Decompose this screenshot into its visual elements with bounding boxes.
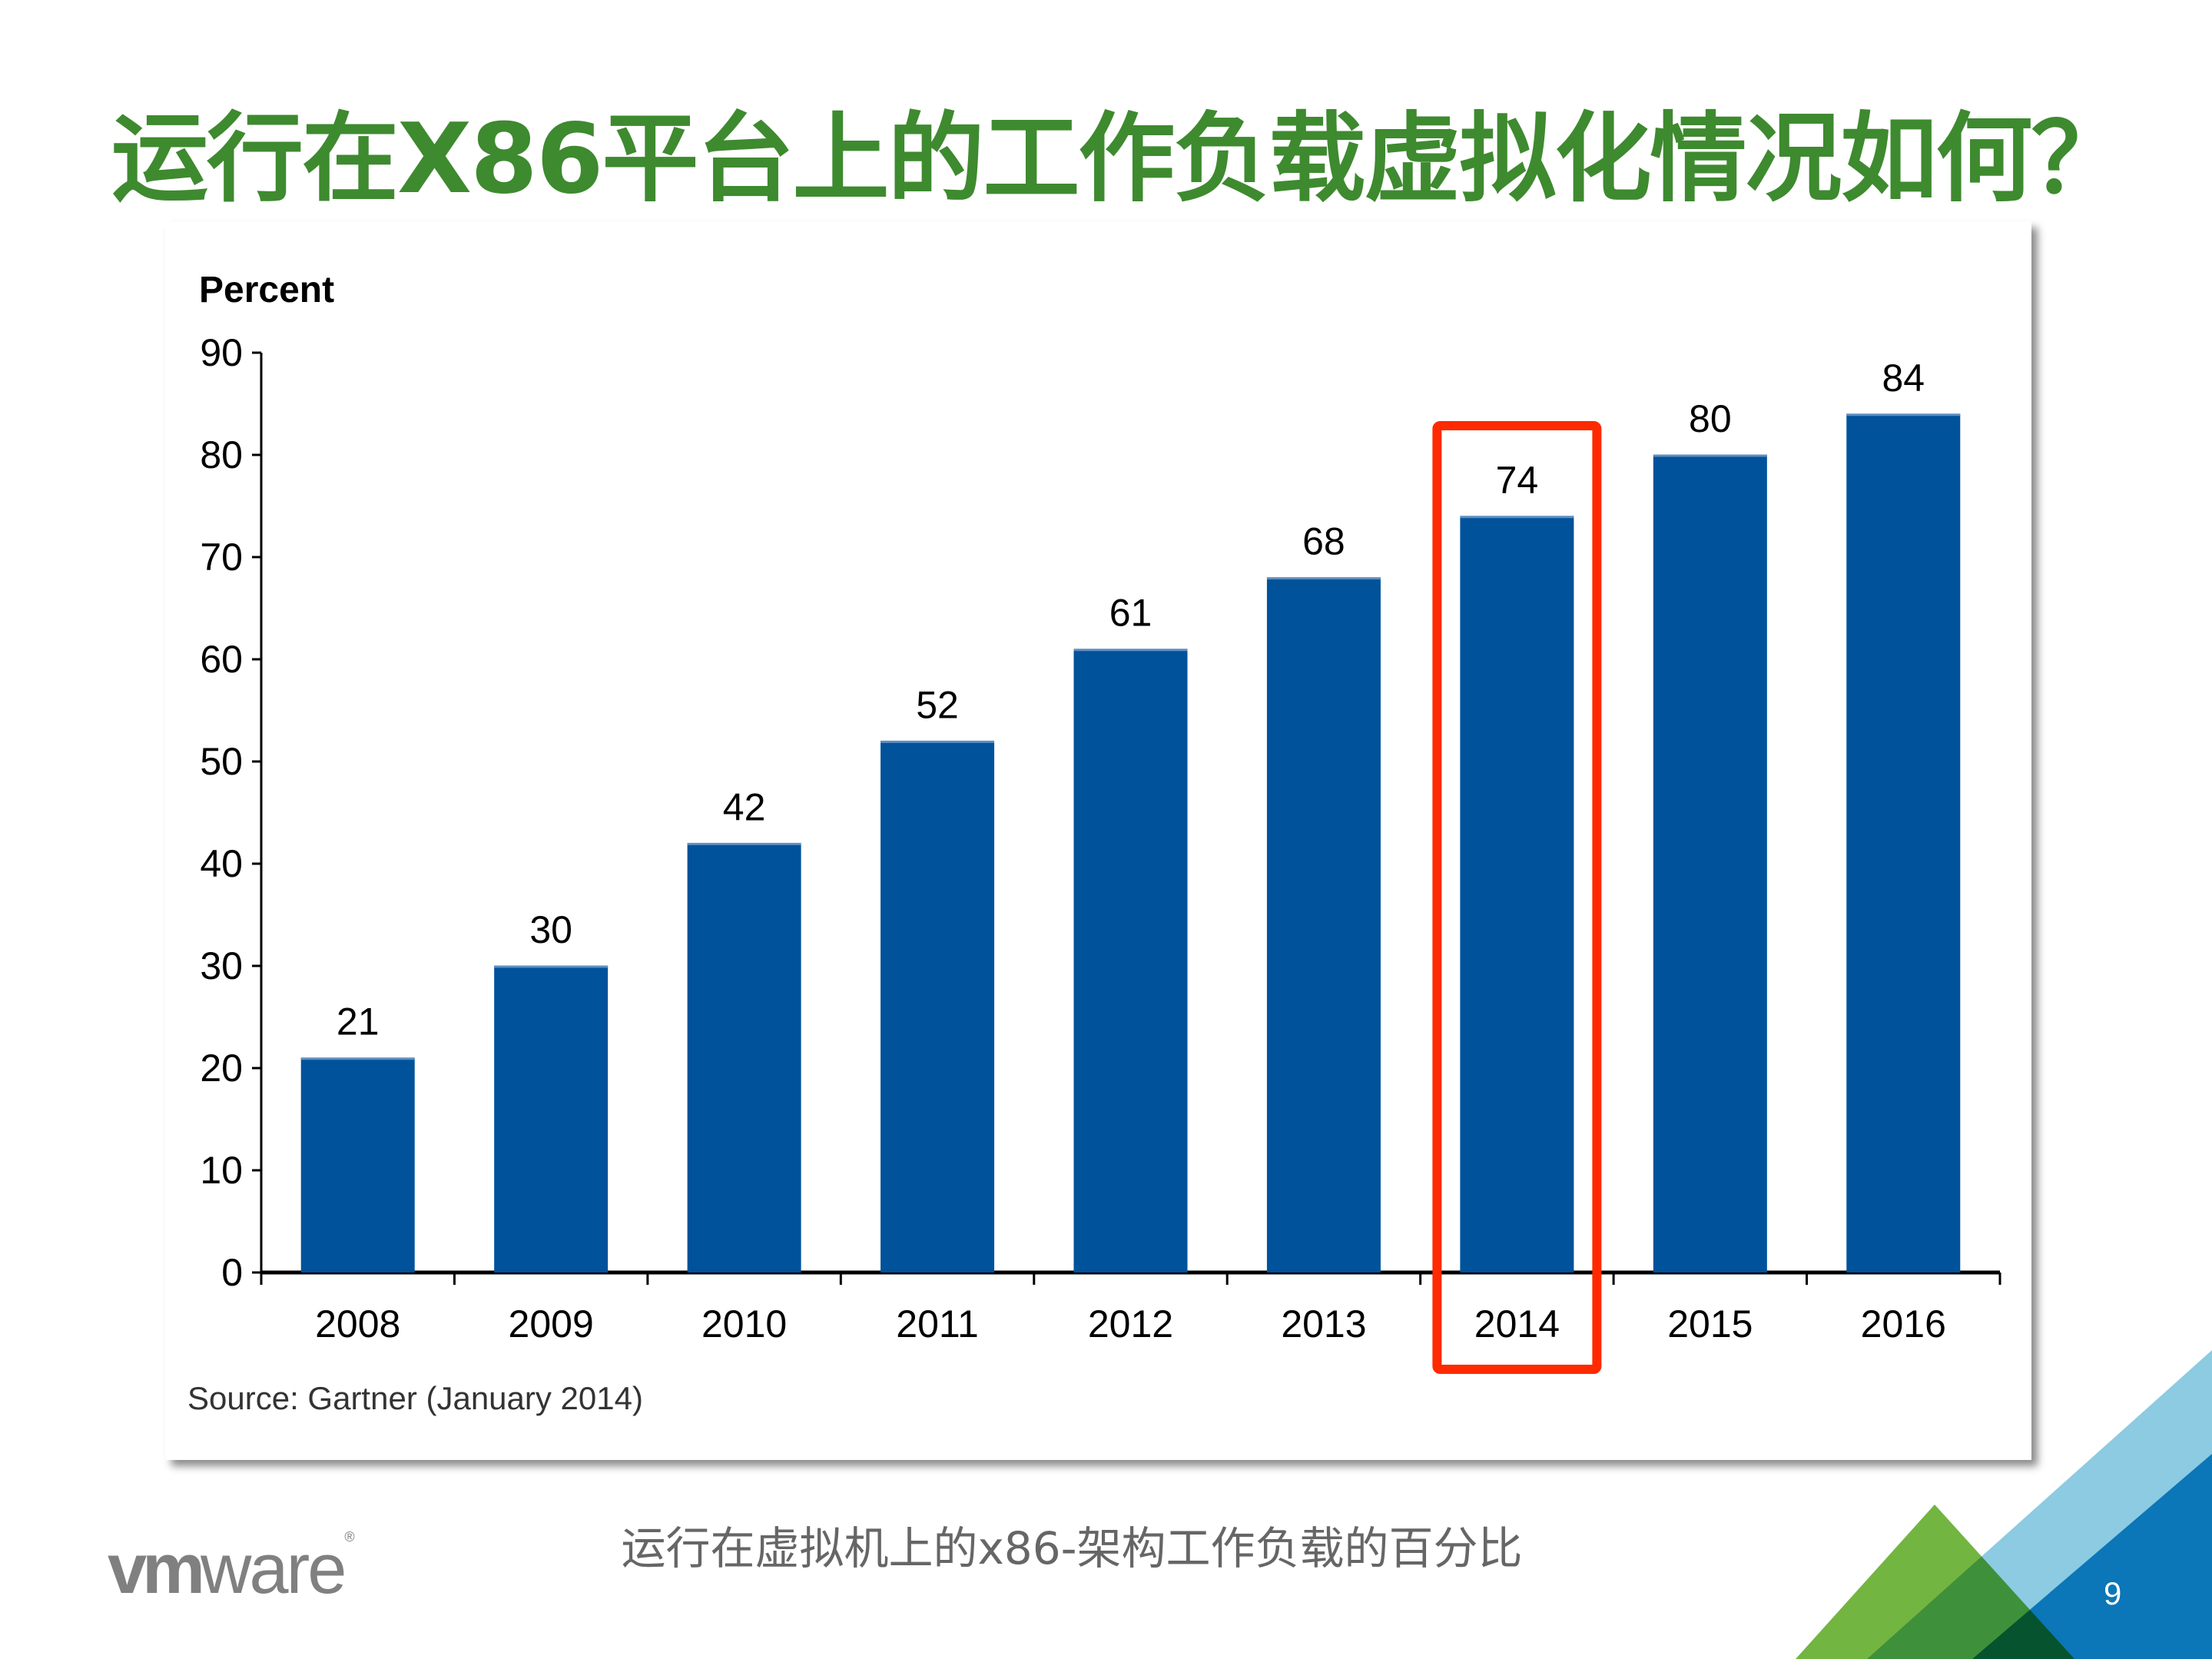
x-tick-label: 2011 [896, 1302, 979, 1345]
x-tick-label: 2013 [1281, 1302, 1366, 1345]
x-tick-label: 2008 [315, 1302, 400, 1345]
vmware-logo: vmware® [108, 1529, 355, 1608]
bar-2016 [1846, 413, 1961, 1272]
y-tick-label: 0 [221, 1251, 243, 1294]
y-tick-label: 40 [200, 842, 243, 885]
y-tick-label: 10 [200, 1149, 243, 1192]
bar-2015 [1653, 455, 1767, 1272]
data-label: 21 [337, 1000, 380, 1044]
x-tick-label: 2015 [1667, 1302, 1753, 1345]
page-number: 9 [2104, 1575, 2122, 1611]
chart-panel: Percent 0 10 20 30 40 50 60 70 80 90 21 2008 30 2009 42… [165, 221, 2031, 1460]
bar-2008 [300, 1057, 415, 1272]
source-note: Source: Gartner (January 2014) [187, 1380, 643, 1416]
x-tick-label: 2009 [509, 1302, 594, 1345]
data-label: 84 [1882, 357, 1925, 400]
x-tick-label: 2016 [1861, 1302, 1946, 1345]
data-label: 68 [1302, 520, 1345, 563]
data-label: 52 [916, 683, 959, 726]
x-tick-label: 2010 [701, 1302, 787, 1345]
x-tick-label: 2012 [1088, 1302, 1173, 1345]
data-label: 42 [723, 785, 766, 828]
y-tick-label: 80 [200, 433, 243, 476]
slide-title: 运行在X86平台上的工作负载虚拟化情况如何？ [111, 102, 2127, 215]
bar-2012 [1073, 649, 1188, 1272]
y-tick-label: 70 [200, 536, 243, 579]
highlight-box [1432, 421, 1602, 1374]
data-label: 74 [1496, 459, 1539, 502]
y-tick-label: 50 [200, 740, 243, 783]
data-label: 80 [1689, 397, 1732, 440]
chart-caption: 运行在虚拟机上的x86-架构工作负载的百分比 [621, 1522, 1523, 1574]
bar-2009 [494, 966, 609, 1272]
y-tick-label: 20 [200, 1047, 243, 1090]
bar-2010 [687, 843, 801, 1272]
y-tick-label: 30 [200, 944, 243, 987]
y-tick-label: 90 [200, 331, 243, 374]
y-tick-label: 60 [200, 638, 243, 681]
y-axis-label: Percent [199, 270, 334, 310]
data-label: 30 [529, 908, 572, 951]
bar-2014 [1460, 516, 1574, 1272]
bar-2011 [880, 741, 995, 1272]
x-tick-label: 2014 [1474, 1302, 1560, 1345]
bar-2013 [1266, 577, 1381, 1272]
bar-chart: Percent 0 10 20 30 40 50 60 70 80 90 21 2008 30 2009 42… [187, 270, 2001, 1416]
data-label: 61 [1109, 592, 1152, 635]
